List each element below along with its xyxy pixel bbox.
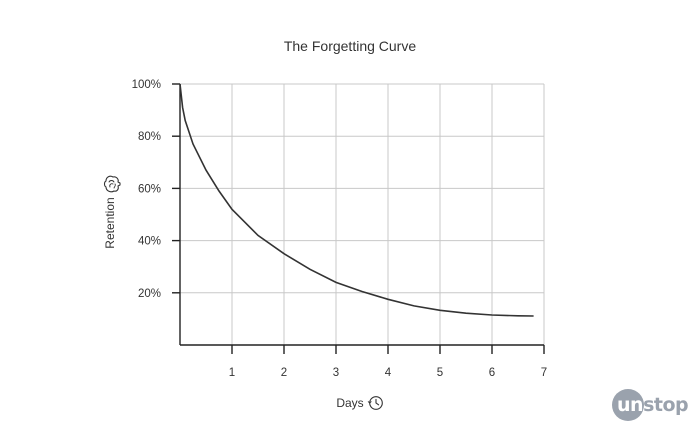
x-tick-label: 7 xyxy=(541,367,547,379)
x-axis-label: Days xyxy=(336,396,363,410)
unstop-logo: unstop xyxy=(612,388,688,422)
x-tick-label: 5 xyxy=(437,367,443,379)
clock-icon xyxy=(368,397,382,410)
y-tick-label: 100% xyxy=(132,79,161,91)
axes xyxy=(172,84,544,354)
y-tick-label: 40% xyxy=(138,236,161,248)
x-axis-title: Days xyxy=(336,396,382,410)
x-tick-label: 4 xyxy=(385,367,392,379)
series-line-retention xyxy=(180,84,534,316)
tick-labels: 1 2 3 4 5 6 7 20% 40% 60% 80% 100% xyxy=(132,79,548,379)
y-tick-label: 20% xyxy=(138,288,161,300)
logo-text: unstop xyxy=(612,394,688,416)
y-axis-title: Retention xyxy=(103,176,120,248)
y-axis-label: Retention xyxy=(103,197,117,248)
brain-icon xyxy=(105,176,121,192)
series-layer xyxy=(180,84,534,316)
grid xyxy=(180,84,544,345)
x-tick-label: 2 xyxy=(281,367,287,379)
y-tick-label: 60% xyxy=(138,183,161,195)
y-tick-label: 80% xyxy=(138,131,161,143)
x-tick-label: 6 xyxy=(489,367,495,379)
chart-title: The Forgetting Curve xyxy=(284,38,416,54)
x-tick-label: 1 xyxy=(229,367,235,379)
x-tick-label: 3 xyxy=(333,367,339,379)
